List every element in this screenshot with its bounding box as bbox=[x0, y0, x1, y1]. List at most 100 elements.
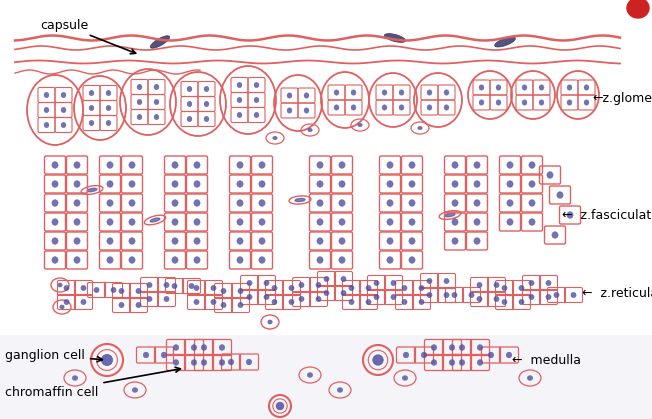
Ellipse shape bbox=[387, 219, 393, 225]
Ellipse shape bbox=[452, 292, 457, 298]
Ellipse shape bbox=[479, 100, 484, 105]
Ellipse shape bbox=[402, 299, 407, 305]
Ellipse shape bbox=[351, 90, 356, 95]
Ellipse shape bbox=[584, 85, 589, 90]
Ellipse shape bbox=[64, 285, 69, 291]
Ellipse shape bbox=[129, 162, 135, 168]
Ellipse shape bbox=[137, 84, 142, 90]
Ellipse shape bbox=[317, 219, 323, 225]
Ellipse shape bbox=[409, 219, 415, 225]
Ellipse shape bbox=[191, 360, 197, 365]
Ellipse shape bbox=[349, 299, 354, 305]
Ellipse shape bbox=[194, 256, 200, 264]
Ellipse shape bbox=[334, 105, 339, 110]
Ellipse shape bbox=[474, 162, 480, 168]
Ellipse shape bbox=[194, 181, 200, 187]
Ellipse shape bbox=[552, 232, 558, 238]
Ellipse shape bbox=[111, 287, 116, 293]
Ellipse shape bbox=[452, 219, 458, 225]
Ellipse shape bbox=[387, 162, 393, 168]
Ellipse shape bbox=[52, 162, 58, 168]
Ellipse shape bbox=[402, 375, 408, 380]
Ellipse shape bbox=[129, 256, 135, 264]
Ellipse shape bbox=[237, 256, 243, 264]
Ellipse shape bbox=[129, 238, 135, 244]
Ellipse shape bbox=[299, 282, 304, 288]
Ellipse shape bbox=[272, 285, 277, 291]
Ellipse shape bbox=[488, 352, 494, 358]
Ellipse shape bbox=[89, 91, 94, 96]
Ellipse shape bbox=[539, 100, 544, 105]
Ellipse shape bbox=[459, 360, 465, 365]
Ellipse shape bbox=[339, 256, 345, 264]
Ellipse shape bbox=[557, 191, 563, 198]
Ellipse shape bbox=[452, 199, 458, 207]
Ellipse shape bbox=[194, 238, 200, 244]
Ellipse shape bbox=[502, 299, 507, 305]
Ellipse shape bbox=[273, 136, 277, 140]
Ellipse shape bbox=[81, 299, 86, 305]
Ellipse shape bbox=[529, 199, 535, 207]
Ellipse shape bbox=[204, 86, 209, 92]
Ellipse shape bbox=[237, 82, 242, 88]
Ellipse shape bbox=[107, 238, 113, 244]
Ellipse shape bbox=[106, 91, 111, 96]
Ellipse shape bbox=[477, 296, 482, 302]
Ellipse shape bbox=[247, 294, 252, 300]
Ellipse shape bbox=[317, 256, 323, 264]
Ellipse shape bbox=[449, 344, 455, 350]
Ellipse shape bbox=[107, 199, 113, 207]
Ellipse shape bbox=[151, 36, 170, 48]
Ellipse shape bbox=[444, 105, 449, 110]
Ellipse shape bbox=[571, 292, 576, 298]
Ellipse shape bbox=[627, 0, 649, 18]
Ellipse shape bbox=[387, 199, 393, 207]
Ellipse shape bbox=[119, 302, 124, 308]
Ellipse shape bbox=[289, 285, 294, 291]
Ellipse shape bbox=[539, 85, 544, 90]
Ellipse shape bbox=[304, 108, 309, 113]
Ellipse shape bbox=[259, 199, 265, 207]
Ellipse shape bbox=[427, 90, 432, 95]
Text: capsule: capsule bbox=[40, 18, 136, 54]
Ellipse shape bbox=[276, 402, 284, 410]
Ellipse shape bbox=[211, 299, 216, 305]
Ellipse shape bbox=[527, 375, 533, 380]
Ellipse shape bbox=[409, 162, 415, 168]
Ellipse shape bbox=[391, 294, 396, 300]
Ellipse shape bbox=[299, 296, 304, 302]
Ellipse shape bbox=[58, 283, 62, 287]
Ellipse shape bbox=[172, 283, 177, 289]
Ellipse shape bbox=[204, 116, 209, 122]
Ellipse shape bbox=[259, 256, 265, 264]
FancyBboxPatch shape bbox=[0, 335, 652, 419]
Ellipse shape bbox=[187, 101, 192, 107]
Ellipse shape bbox=[409, 256, 415, 264]
Ellipse shape bbox=[399, 90, 404, 95]
Ellipse shape bbox=[496, 100, 501, 105]
Ellipse shape bbox=[427, 105, 432, 110]
Ellipse shape bbox=[52, 181, 58, 187]
Ellipse shape bbox=[268, 320, 273, 324]
Ellipse shape bbox=[502, 285, 507, 291]
Text: ←z.glomerulosa: ←z.glomerulosa bbox=[592, 91, 652, 104]
Ellipse shape bbox=[474, 219, 480, 225]
Ellipse shape bbox=[366, 285, 371, 291]
Ellipse shape bbox=[72, 375, 78, 380]
Ellipse shape bbox=[324, 276, 329, 282]
Ellipse shape bbox=[259, 219, 265, 225]
Ellipse shape bbox=[154, 114, 159, 120]
Ellipse shape bbox=[474, 181, 480, 187]
Ellipse shape bbox=[529, 294, 534, 300]
Ellipse shape bbox=[431, 360, 437, 365]
Ellipse shape bbox=[431, 344, 437, 350]
Ellipse shape bbox=[567, 100, 572, 105]
Ellipse shape bbox=[254, 82, 259, 88]
Ellipse shape bbox=[60, 305, 65, 309]
Ellipse shape bbox=[459, 344, 465, 350]
Ellipse shape bbox=[61, 122, 66, 128]
Ellipse shape bbox=[237, 238, 243, 244]
Ellipse shape bbox=[529, 162, 535, 168]
Ellipse shape bbox=[204, 101, 209, 107]
Ellipse shape bbox=[221, 302, 226, 308]
